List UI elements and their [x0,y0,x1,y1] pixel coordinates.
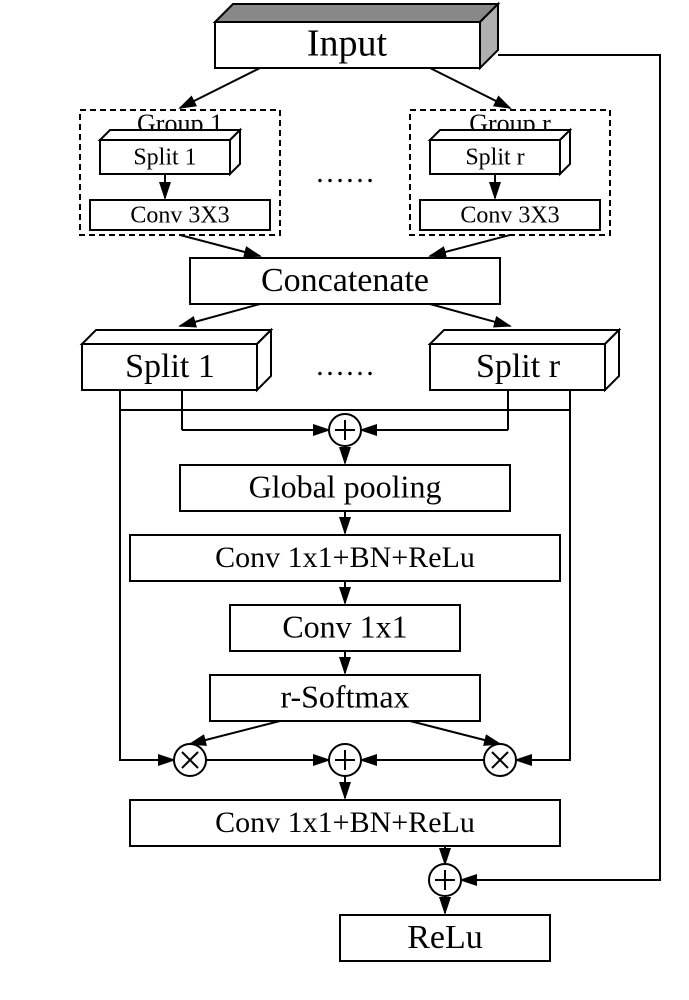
edge-g1-concat [180,235,260,256]
label-concat: Concatenate [261,262,429,299]
label-convRa: Conv 3X3 [460,203,559,229]
edge-concat-sR [430,304,510,326]
node-split1b: Split 1 [82,330,271,390]
node-splitRa: Split r [430,130,570,174]
label-cbr1: Conv 1x1+BN+ReLu [215,541,475,574]
label-input: Input [307,23,388,65]
node-add3 [429,864,461,896]
node-mul2 [484,744,516,776]
label-relu: ReLu [407,919,483,956]
edge-gR-concat [430,235,510,256]
dots-groups: …… [315,156,375,189]
dots-splits: …… [315,349,375,382]
edge-rsm-mul1 [190,721,280,744]
node-add1 [329,414,361,446]
node-input: Input [215,4,498,68]
label-conv1x1: Conv 1x1 [282,608,407,644]
edge-concat-s1 [180,304,260,326]
edge-input-gR [430,68,510,108]
node-splitRb: Split r [430,330,619,390]
label-conv1a: Conv 3X3 [130,203,229,229]
edge-rsm-mul2 [410,721,500,744]
label-splitRa: Split r [465,145,524,171]
label-cbr2: Conv 1x1+BN+ReLu [215,806,475,839]
label-gpool: Global pooling [249,468,442,504]
label-split1b: Split 1 [125,348,215,385]
node-split1a: Split 1 [100,130,240,174]
edge-input-g1 [180,68,260,108]
label-splitRb: Split r [476,348,561,385]
node-add2 [329,744,361,776]
node-mul1 [174,744,206,776]
label-rsoftmax: r-Softmax [280,678,409,714]
label-split1a: Split 1 [133,145,196,171]
